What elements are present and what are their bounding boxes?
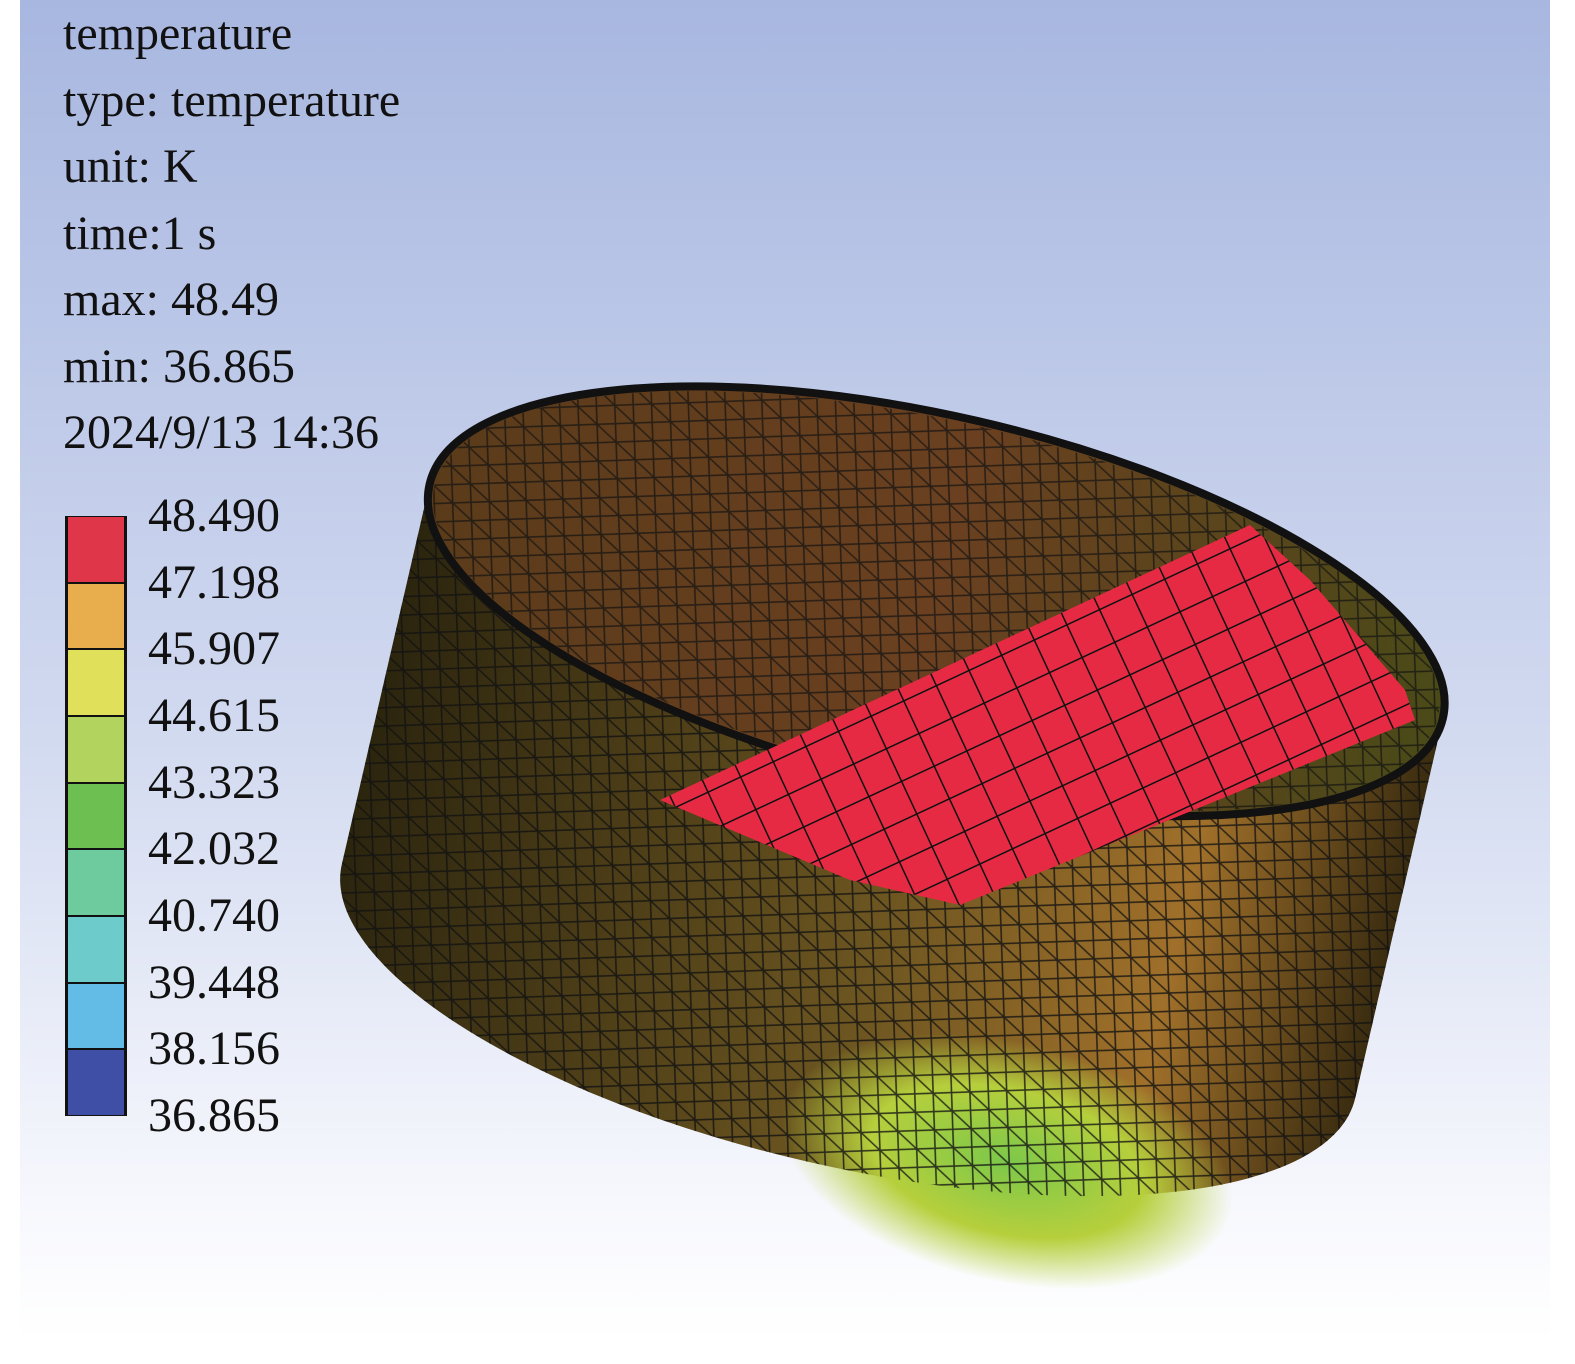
legend-band [65, 849, 127, 916]
viewport [20, 0, 1550, 1340]
legend-label: 40.740 [148, 889, 280, 942]
info-line: time:1 s [63, 206, 217, 260]
legend-band [65, 516, 127, 583]
legend-label: 36.865 [148, 1089, 280, 1142]
legend-band [65, 1049, 127, 1116]
legend-label: 48.490 [148, 489, 280, 542]
legend-label: 39.448 [148, 955, 280, 1009]
legend-band [65, 649, 127, 716]
info-line: max: 48.49 [63, 273, 279, 326]
legend-label: 47.198 [148, 555, 280, 609]
legend-label: 45.907 [148, 622, 280, 676]
legend-label: 38.156 [148, 1022, 280, 1076]
legend-label: 42.032 [148, 822, 280, 876]
info-line: temperature [63, 7, 293, 60]
legend-band [65, 916, 127, 983]
legend-band [65, 582, 127, 650]
info-line: 2024/9/13 14:36 [63, 406, 380, 459]
legend-band [65, 716, 127, 783]
legend-label: 44.615 [148, 689, 280, 742]
info-line: min: 36.865 [63, 339, 296, 393]
legend-label: 43.323 [148, 755, 280, 809]
legend-band [65, 782, 127, 850]
info-line: unit: K [63, 140, 198, 193]
heat-plate [660, 525, 1415, 905]
info-line: type: temperature [63, 73, 401, 127]
legend-band [65, 982, 127, 1050]
